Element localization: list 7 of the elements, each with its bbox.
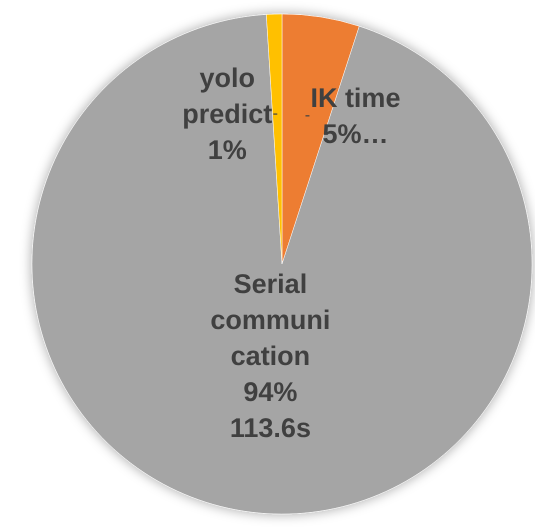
pie-slice: [32, 14, 532, 514]
slice-label: Serial communication: [210, 268, 330, 371]
data-label: 1%: [208, 135, 247, 166]
slice-label: yolo predict: [182, 63, 272, 130]
slice-label: IK time: [310, 82, 400, 113]
data-label: 94% 113.6s: [230, 376, 311, 443]
data-label: 5%…: [322, 118, 388, 149]
